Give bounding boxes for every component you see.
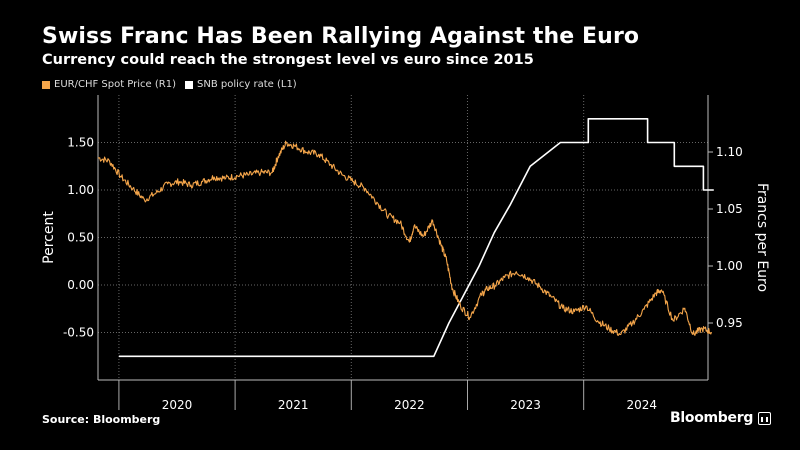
legend-label-snb: SNB policy rate (L1) — [197, 79, 297, 90]
left-tick-label: -0.50 — [63, 326, 94, 340]
chart-subtitle: Currency could reach the strongest level… — [42, 52, 534, 68]
right-axis-title: Francs per Euro — [754, 183, 770, 292]
right-tick-label: 1.05 — [716, 202, 743, 216]
right-tick-label: 0.95 — [716, 316, 743, 330]
left-tick-label: 1.00 — [67, 183, 94, 197]
legend-item-eurchf: EUR/CHF Spot Price (R1) — [42, 79, 176, 90]
legend-swatch-eurchf — [42, 80, 50, 89]
legend-item-snb: SNB policy rate (L1) — [185, 79, 297, 90]
left-tick-label: 0.00 — [67, 278, 94, 292]
x-tick-label: 2024 — [626, 398, 657, 412]
right-tick-label: 1.10 — [716, 145, 743, 159]
source-note: Source: Bloomberg — [42, 413, 161, 426]
right-tick-label: 1.00 — [716, 259, 743, 273]
left-tick-label: 0.50 — [67, 231, 94, 245]
x-tick-label: 2020 — [162, 398, 193, 412]
legend-swatch-snb — [185, 80, 193, 89]
x-tick-label: 2021 — [278, 398, 309, 412]
legend: EUR/CHF Spot Price (R1) SNB policy rate … — [42, 79, 306, 90]
bloomberg-icon — [758, 411, 772, 425]
left-tick-label: 1.50 — [67, 136, 94, 150]
snb-policy-rate-line — [118, 118, 714, 358]
brand-text: Bloomberg — [670, 410, 754, 426]
bloomberg-logo: Bloomberg — [670, 410, 772, 426]
left-axis-title: Percent — [41, 211, 57, 264]
x-tick-label: 2023 — [510, 398, 541, 412]
x-tick-label: 2022 — [394, 398, 425, 412]
eurchf-spot-line — [97, 140, 713, 336]
chart-title: Swiss Franc Has Been Rallying Against th… — [42, 24, 640, 49]
legend-label-eurchf: EUR/CHF Spot Price (R1) — [54, 79, 176, 90]
